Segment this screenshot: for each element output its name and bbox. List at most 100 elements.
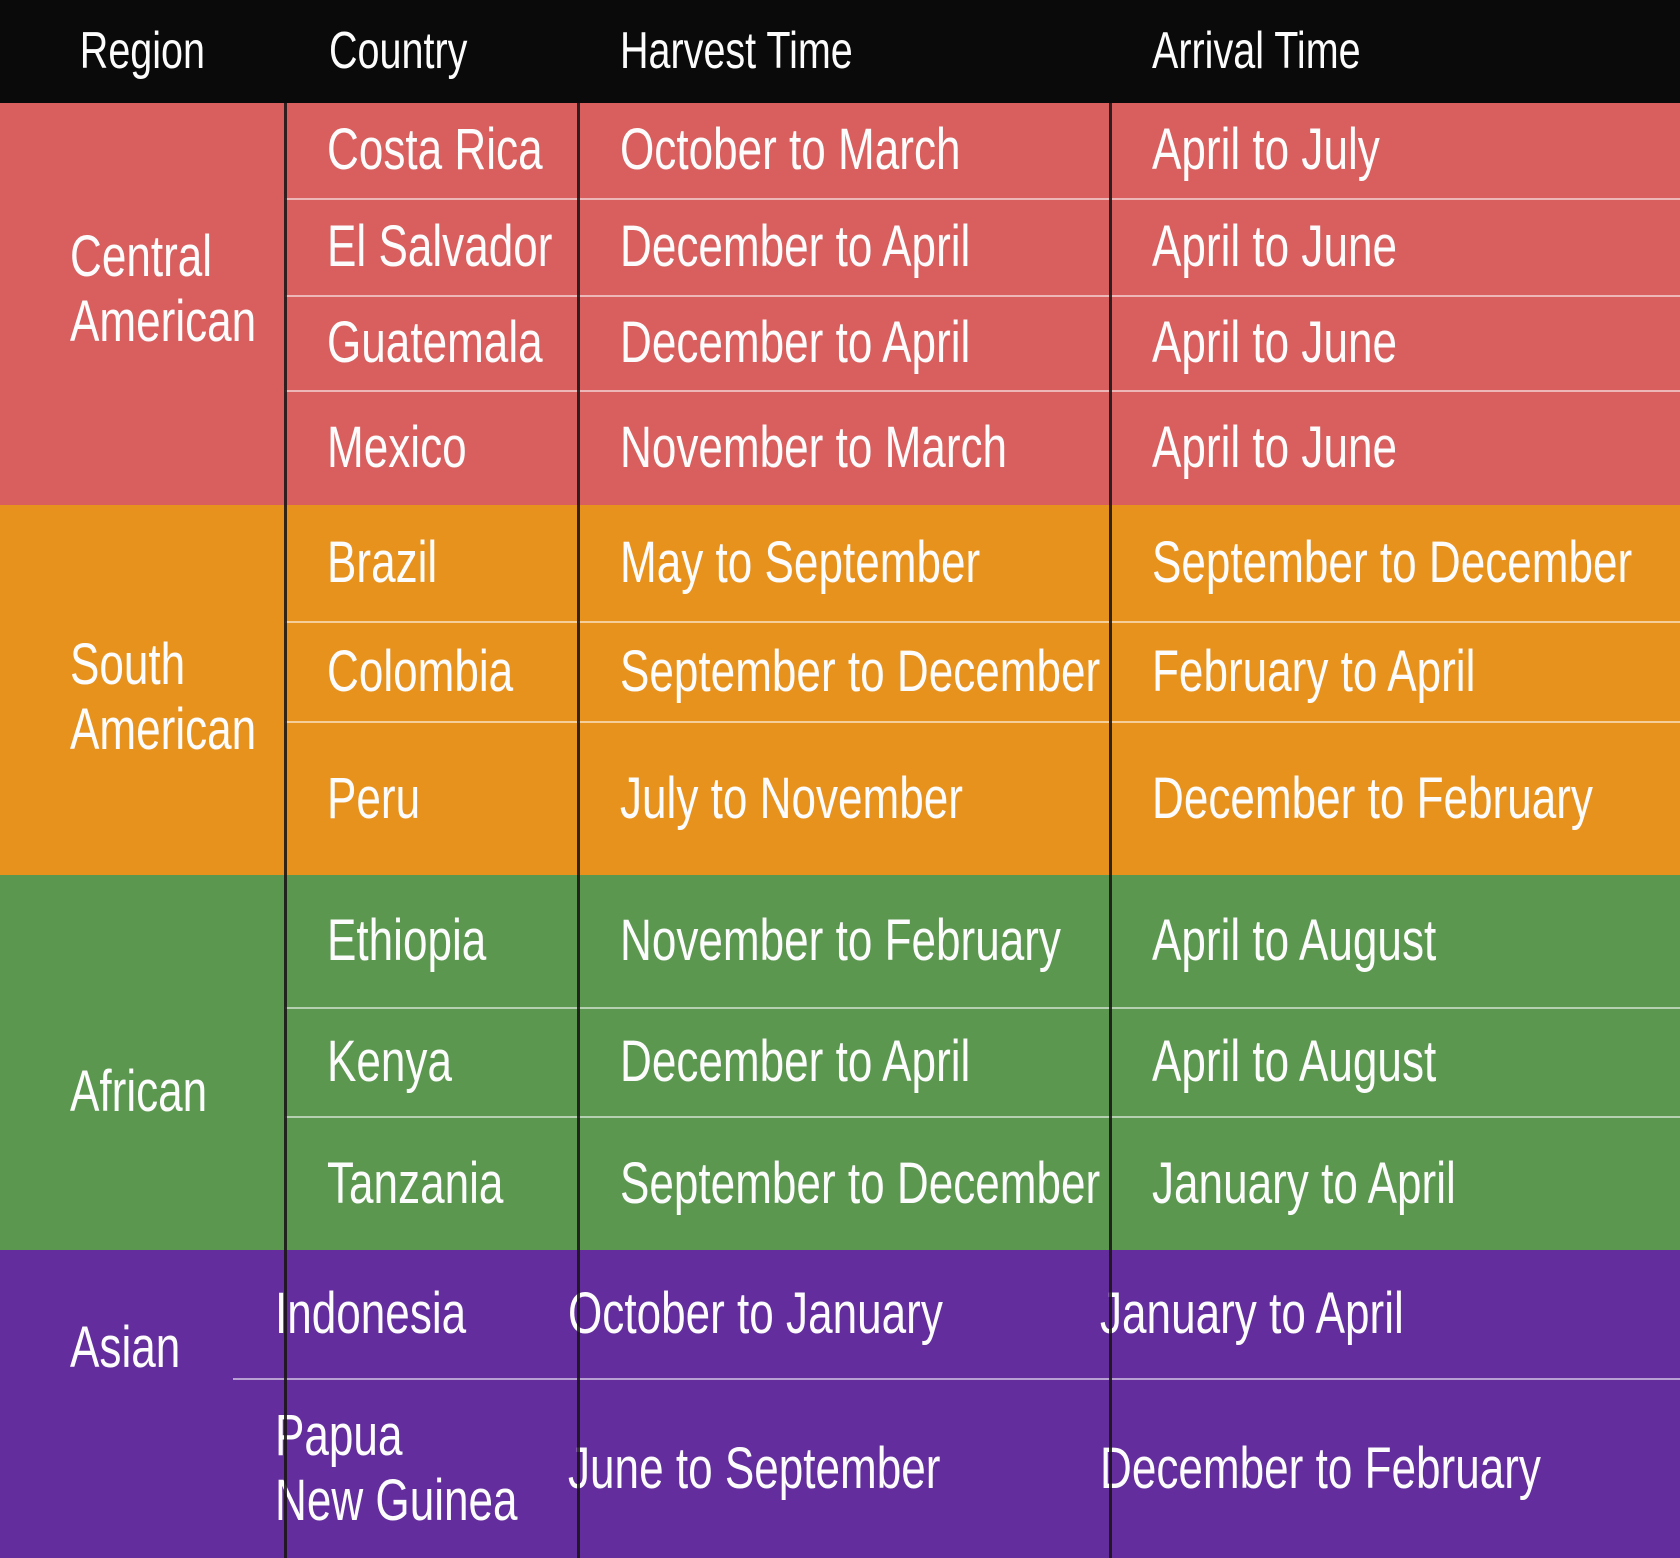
region-label: Asian (70, 1314, 181, 1380)
table-row: Ethiopia November to February April to A… (285, 875, 1680, 1009)
country-cell: Ethiopia (285, 875, 578, 1007)
header-label-arrival-time: Arrival Time (1152, 22, 1361, 81)
region-label: Central American (70, 224, 257, 354)
arrival-cell: January to April (1058, 1250, 1680, 1378)
country-label: Costa Rica (327, 117, 543, 183)
arrival-label: December to February (1099, 1435, 1541, 1501)
harvest-cell: October to January (526, 1250, 1058, 1378)
harvest-label: June to September (567, 1435, 941, 1501)
harvest-label: September to December (620, 638, 1101, 704)
table-row: Guatemala December to April April to Jun… (285, 297, 1680, 392)
harvest-cell: December to April (578, 1009, 1110, 1116)
table-row: Tanzania September to December January t… (285, 1118, 1680, 1250)
harvest-cell: November to March (578, 392, 1110, 505)
arrival-cell: December to February (1058, 1380, 1680, 1558)
harvest-label: May to September (620, 529, 981, 595)
arrival-cell: April to July (1110, 103, 1680, 198)
country-cell: Indonesia (233, 1250, 526, 1378)
arrival-label: April to June (1152, 415, 1398, 481)
country-cell: Mexico (285, 392, 578, 505)
table-row: Peru July to November December to Februa… (285, 723, 1680, 875)
harvest-label: October to January (567, 1280, 943, 1346)
region-label: African (70, 1059, 208, 1125)
country-label: El Salvador (327, 214, 553, 280)
table-row: Papua New Guinea June to September Decem… (233, 1380, 1680, 1558)
harvest-label: December to April (620, 310, 971, 376)
country-label: Mexico (327, 415, 467, 481)
harvest-cell: July to November (578, 723, 1110, 875)
column-divider (284, 103, 287, 1558)
country-label: Papua New Guinea (274, 1403, 518, 1533)
region-cell: South American (0, 505, 285, 875)
arrival-label: April to August (1152, 1029, 1437, 1095)
header-cell-arrival-time: Arrival Time (1110, 0, 1680, 103)
arrival-label: April to July (1152, 117, 1380, 183)
country-cell: Costa Rica (285, 103, 578, 198)
harvest-cell: October to March (578, 103, 1110, 198)
arrival-label: December to February (1152, 765, 1593, 831)
column-divider (1109, 103, 1112, 1558)
country-label: Kenya (327, 1029, 452, 1095)
section-south-american: South American Brazil May to September S… (0, 505, 1680, 875)
country-cell: Papua New Guinea (233, 1380, 526, 1558)
table-row: El Salvador December to April April to J… (285, 200, 1680, 297)
header-cell-country: Country (285, 0, 578, 103)
region-cell: Asian (0, 1250, 233, 1558)
country-label: Indonesia (274, 1280, 466, 1346)
harvest-label: September to December (620, 1150, 1101, 1216)
arrival-label: September to December (1152, 529, 1633, 595)
section-asian: Asian Indonesia October to January Janua… (0, 1250, 1680, 1558)
harvest-label: December to April (620, 214, 971, 280)
arrival-cell: January to April (1110, 1118, 1680, 1250)
section-central-american: Central American Costa Rica October to M… (0, 103, 1680, 505)
arrival-label: January to April (1152, 1150, 1456, 1216)
table-header: Region Country Harvest Time Arrival Time (0, 0, 1680, 103)
harvest-label: November to February (620, 907, 1061, 973)
table-row: Mexico November to March April to June (285, 392, 1680, 505)
header-label-country: Country (329, 22, 468, 81)
region-cell: Central American (0, 103, 285, 505)
country-cell: Peru (285, 723, 578, 875)
table-row: Brazil May to September September to Dec… (285, 505, 1680, 623)
harvest-cell: May to September (578, 505, 1110, 621)
arrival-cell: April to June (1110, 392, 1680, 505)
country-cell: Brazil (285, 505, 578, 621)
arrival-label: April to August (1152, 907, 1437, 973)
country-cell: Tanzania (285, 1118, 578, 1250)
harvest-cell: June to September (526, 1380, 1058, 1558)
arrival-cell: February to April (1110, 623, 1680, 721)
country-label: Colombia (327, 638, 514, 704)
table-row: Kenya December to April April to August (285, 1009, 1680, 1118)
arrival-label: January to April (1099, 1280, 1404, 1346)
country-cell: Kenya (285, 1009, 578, 1116)
region-cell: African (0, 875, 285, 1250)
arrival-cell: September to December (1110, 505, 1680, 621)
header-cell-region: Region (0, 0, 285, 103)
country-label: Tanzania (327, 1150, 504, 1216)
arrival-label: April to June (1152, 310, 1398, 376)
harvest-cell: September to December (578, 623, 1110, 721)
header-cell-harvest-time: Harvest Time (578, 0, 1110, 103)
header-label-harvest-time: Harvest Time (620, 22, 853, 81)
table-row: Costa Rica October to March April to Jul… (285, 103, 1680, 200)
header-label-region: Region (79, 22, 206, 81)
harvest-cell: September to December (578, 1118, 1110, 1250)
column-divider (577, 103, 580, 1558)
arrival-label: February to April (1152, 638, 1476, 704)
country-label: Peru (327, 765, 421, 831)
harvest-label: December to April (620, 1029, 971, 1095)
harvest-cell: December to April (578, 200, 1110, 295)
country-label: Guatemala (327, 310, 543, 376)
harvest-label: July to November (620, 765, 963, 831)
harvest-label: November to March (620, 415, 1008, 481)
harvest-label: October to March (620, 117, 961, 183)
arrival-cell: April to June (1110, 200, 1680, 295)
table-row: Indonesia October to January January to … (232, 1250, 1680, 1380)
arrival-label: April to June (1152, 214, 1398, 280)
country-cell: Guatemala (285, 297, 578, 390)
region-label: South American (70, 632, 257, 762)
arrival-cell: April to August (1110, 875, 1680, 1007)
arrival-cell: April to August (1110, 1009, 1680, 1116)
country-label: Ethiopia (327, 907, 487, 973)
